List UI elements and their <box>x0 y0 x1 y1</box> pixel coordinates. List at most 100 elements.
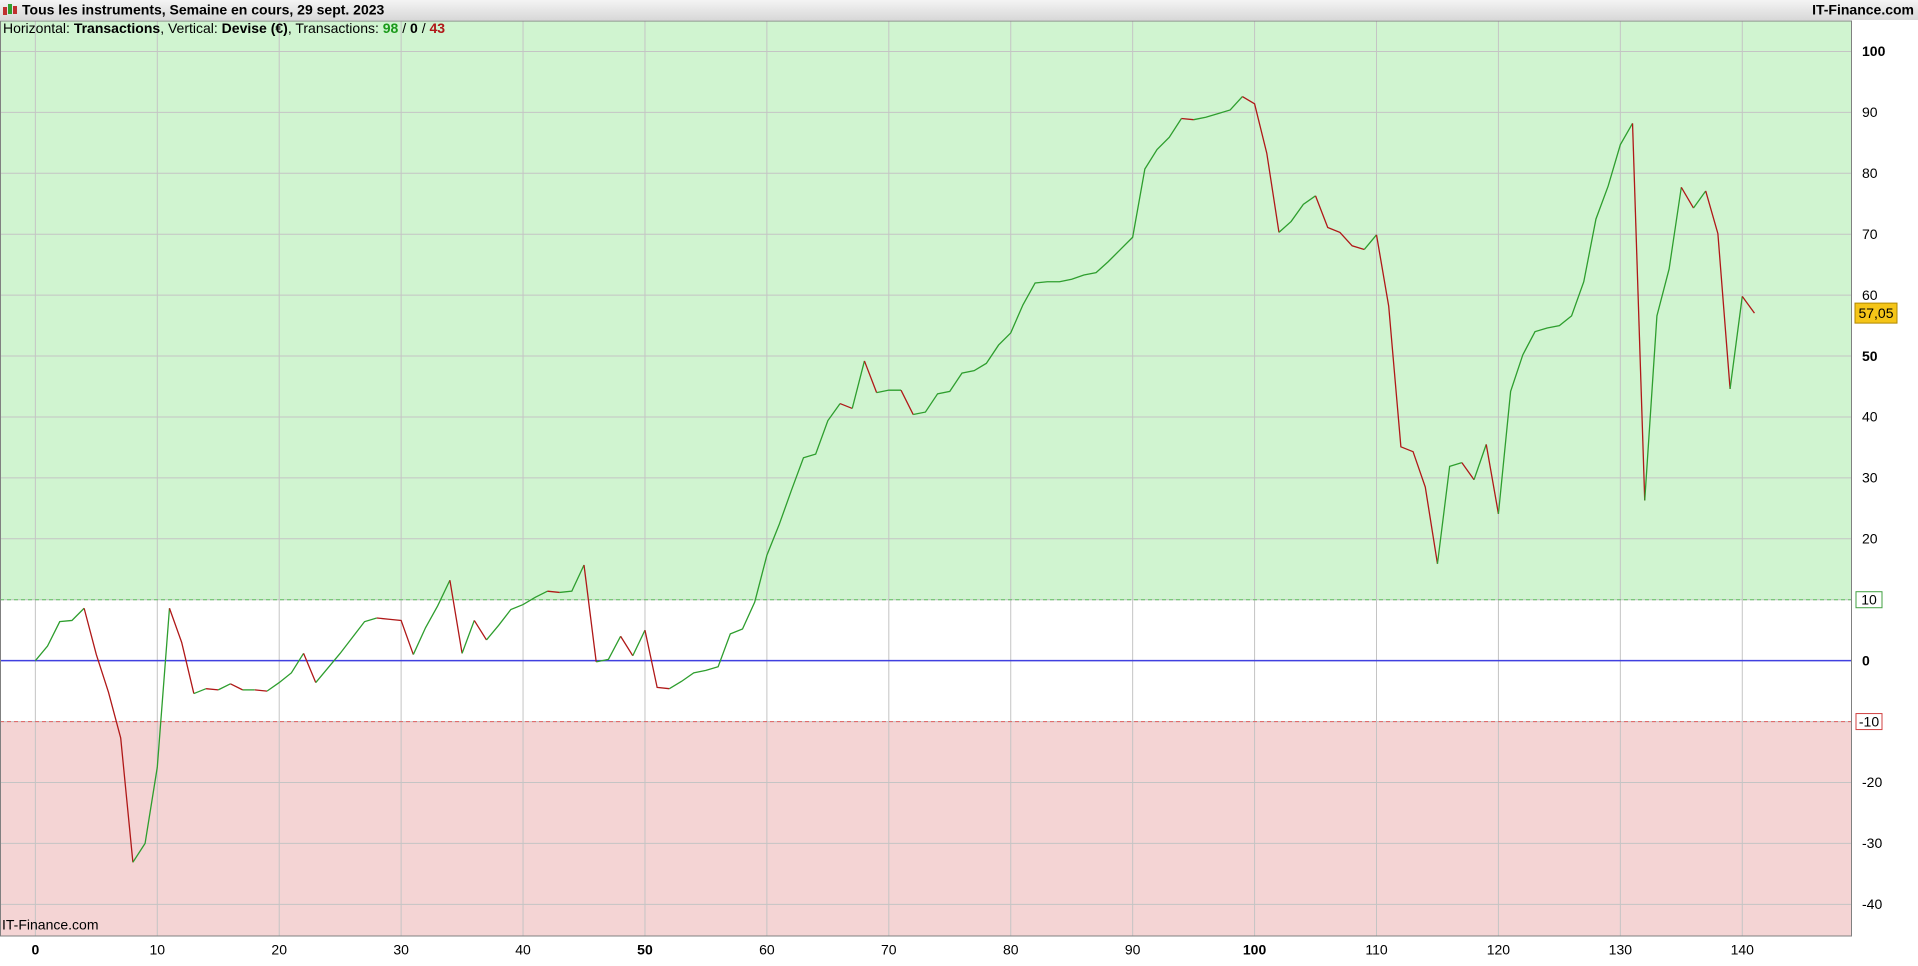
x-tick-label: 0 <box>31 942 39 958</box>
line-segment <box>83 608 134 863</box>
y-tick-label: 80 <box>1862 165 1878 181</box>
info-value: Transactions <box>74 20 161 36</box>
y-tick-label: 10 <box>1861 591 1877 607</box>
x-tick-label: 10 <box>149 942 165 958</box>
y-tick-label: 60 <box>1862 287 1878 303</box>
line-segment <box>900 389 914 415</box>
line-segment <box>1741 295 1755 314</box>
line-segment <box>863 360 878 393</box>
x-tick-label: 70 <box>881 942 897 958</box>
app-icon <box>3 4 17 15</box>
line-segment <box>876 389 902 394</box>
info-line: Horizontal: Transactions, Vertical: Devi… <box>3 20 445 36</box>
line-segment <box>132 608 171 863</box>
line-segment <box>1461 462 1475 481</box>
line-segment <box>1278 195 1316 233</box>
x-tick-label: 110 <box>1365 942 1388 958</box>
zone-label-box <box>1855 713 1883 731</box>
watermark: IT-Finance.com <box>2 917 98 933</box>
lower-zone <box>0 721 1852 936</box>
line-segment <box>315 617 377 683</box>
x-tick-label: 100 <box>1243 942 1267 958</box>
line-segment <box>1181 117 1194 121</box>
line-segment <box>230 683 243 691</box>
y-tick-label: -20 <box>1862 774 1882 790</box>
plot-border <box>0 20 1852 937</box>
line-segment <box>1314 195 1365 251</box>
line-segment <box>1705 190 1731 389</box>
line-segment <box>205 688 219 691</box>
line-segment <box>1193 96 1243 121</box>
y-tick-label: -10 <box>1859 713 1879 729</box>
chart-title: Tous les instruments, Semaine en cours, … <box>22 2 385 18</box>
line-segment <box>376 617 414 655</box>
line-segment <box>839 402 853 410</box>
y-tick-label: -40 <box>1862 896 1882 912</box>
line-segment <box>559 564 585 594</box>
x-tick-label: 120 <box>1487 942 1511 958</box>
line-segment <box>1692 190 1707 209</box>
line-segment <box>34 607 85 662</box>
line-segment <box>1485 444 1500 514</box>
line-segment <box>583 564 597 662</box>
line-segment <box>1497 123 1634 514</box>
line-segment <box>1631 123 1646 501</box>
line-segment <box>302 653 317 683</box>
info-label: Horizontal: <box>3 20 70 36</box>
line-segment <box>851 360 866 409</box>
y-tick-label: 0 <box>1862 652 1870 668</box>
x-tick-label: 60 <box>759 942 775 958</box>
x-tick-label: 130 <box>1609 942 1633 958</box>
line-segment <box>266 652 305 692</box>
line-segment <box>473 620 488 641</box>
x-tick-label: 80 <box>1003 942 1019 958</box>
line-segment <box>620 635 634 657</box>
line-segment <box>217 683 231 691</box>
line-segment <box>168 608 195 694</box>
y-tick-label: 20 <box>1862 531 1878 547</box>
line-segment <box>1644 187 1682 501</box>
last-value-label: 57,05 <box>1858 305 1893 321</box>
line-segment <box>1242 95 1280 233</box>
last-value-box <box>1854 302 1898 324</box>
y-tick-label: 100 <box>1862 43 1886 59</box>
title-bar <box>0 0 1918 20</box>
line-segment <box>1680 186 1695 209</box>
x-tick-label: 30 <box>393 942 409 958</box>
line-segment <box>485 590 548 641</box>
x-tick-label: 40 <box>515 942 531 958</box>
x-tick-label: 90 <box>1125 942 1141 958</box>
y-tick-label: 70 <box>1862 226 1878 242</box>
y-tick-label: -30 <box>1862 835 1882 851</box>
transactions-wins: 98 <box>383 20 399 36</box>
line-segment <box>913 118 1182 416</box>
x-tick-label: 140 <box>1731 942 1755 958</box>
x-tick-label: 20 <box>271 942 287 958</box>
line-segment <box>644 630 670 690</box>
brand: IT-Finance.com <box>1812 2 1914 18</box>
info-label: Transactions: <box>295 20 379 36</box>
line-segment <box>1729 296 1743 390</box>
line-segment <box>461 620 475 654</box>
info-value: Devise (€) <box>222 20 288 36</box>
line-segment <box>547 590 560 594</box>
line-segment <box>1473 444 1487 480</box>
y-tick-label: 90 <box>1862 104 1878 120</box>
line-segment <box>449 580 463 654</box>
line-segment <box>669 403 841 690</box>
line-segment <box>1436 462 1463 564</box>
line-segment <box>412 579 451 655</box>
y-tick-label: 50 <box>1862 348 1878 364</box>
zone-label-box <box>1855 591 1883 609</box>
y-tick-label: 30 <box>1862 470 1878 486</box>
line-segment <box>1375 234 1439 564</box>
transactions-losses: 43 <box>429 20 445 36</box>
line-segment <box>596 635 622 663</box>
line-segment <box>1363 234 1377 250</box>
transactions-neutral: 0 <box>410 20 418 36</box>
y-tick-label: 40 <box>1862 409 1878 425</box>
upper-zone <box>0 21 1852 600</box>
info-label: Vertical: <box>168 20 218 36</box>
x-tick-label: 50 <box>637 942 653 958</box>
